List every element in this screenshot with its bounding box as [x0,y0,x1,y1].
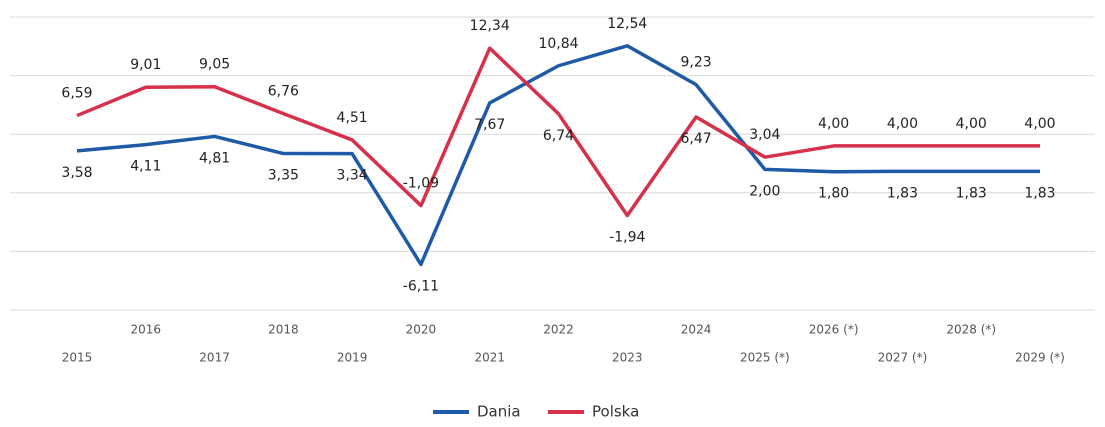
data-label: 3,58 [61,165,92,181]
data-label: 4,00 [956,116,987,132]
data-label: 2,00 [749,183,780,199]
data-label: 9,01 [130,57,161,73]
x-tick-label: 2020 [406,323,437,337]
x-tick-label: 2021 [474,351,505,365]
series-line [76,44,1040,267]
data-label: 6,74 [543,128,574,144]
data-label: -1,94 [609,230,645,246]
data-label: 9,23 [680,55,711,71]
data-label: 1,83 [1024,185,1055,201]
x-tick-label: 2024 [681,323,712,337]
x-tick-label: 2023 [612,351,643,365]
x-tick-label: 2019 [337,351,368,365]
data-label: 6,76 [268,84,299,100]
data-label: 3,35 [268,168,299,184]
x-tick-label: 2027 (*) [878,351,928,365]
data-label: 12,34 [470,18,510,34]
data-label: 3,04 [749,127,780,143]
data-label: 10,84 [538,36,578,52]
data-label: 4,00 [818,116,849,132]
data-label: 6,47 [680,131,711,147]
data-label: 4,11 [130,159,161,175]
x-tick-label: 2026 (*) [809,323,859,337]
x-tick-label: 2022 [543,323,574,337]
data-label: 4,81 [199,150,230,166]
data-label: 4,00 [1024,116,1055,132]
data-label: 6,59 [61,86,92,102]
x-tick-label: 2016 [131,323,162,337]
legend-label: Dania [477,403,521,421]
x-tick-label: 2025 (*) [740,351,790,365]
data-label: -1,09 [403,176,439,192]
data-label: 1,83 [956,185,987,201]
data-label: 1,83 [887,185,918,201]
x-tick-label: 2028 (*) [946,323,996,337]
legend-label: Polska [592,403,639,421]
data-label: 3,34 [337,168,368,184]
data-label: 1,80 [818,186,849,202]
data-label: 4,51 [337,110,368,126]
data-label: -6,11 [403,278,439,294]
data-label: 4,00 [887,116,918,132]
x-tick-label: 2015 [62,351,93,365]
data-label: 12,54 [607,16,647,32]
data-label: 9,05 [199,57,230,73]
x-tick-label: 2029 (*) [1015,351,1065,365]
data-label: 7,67 [474,117,505,133]
x-tick-label: 2018 [268,323,299,337]
series-line [76,46,1040,218]
x-tick-label: 2017 [199,351,230,365]
